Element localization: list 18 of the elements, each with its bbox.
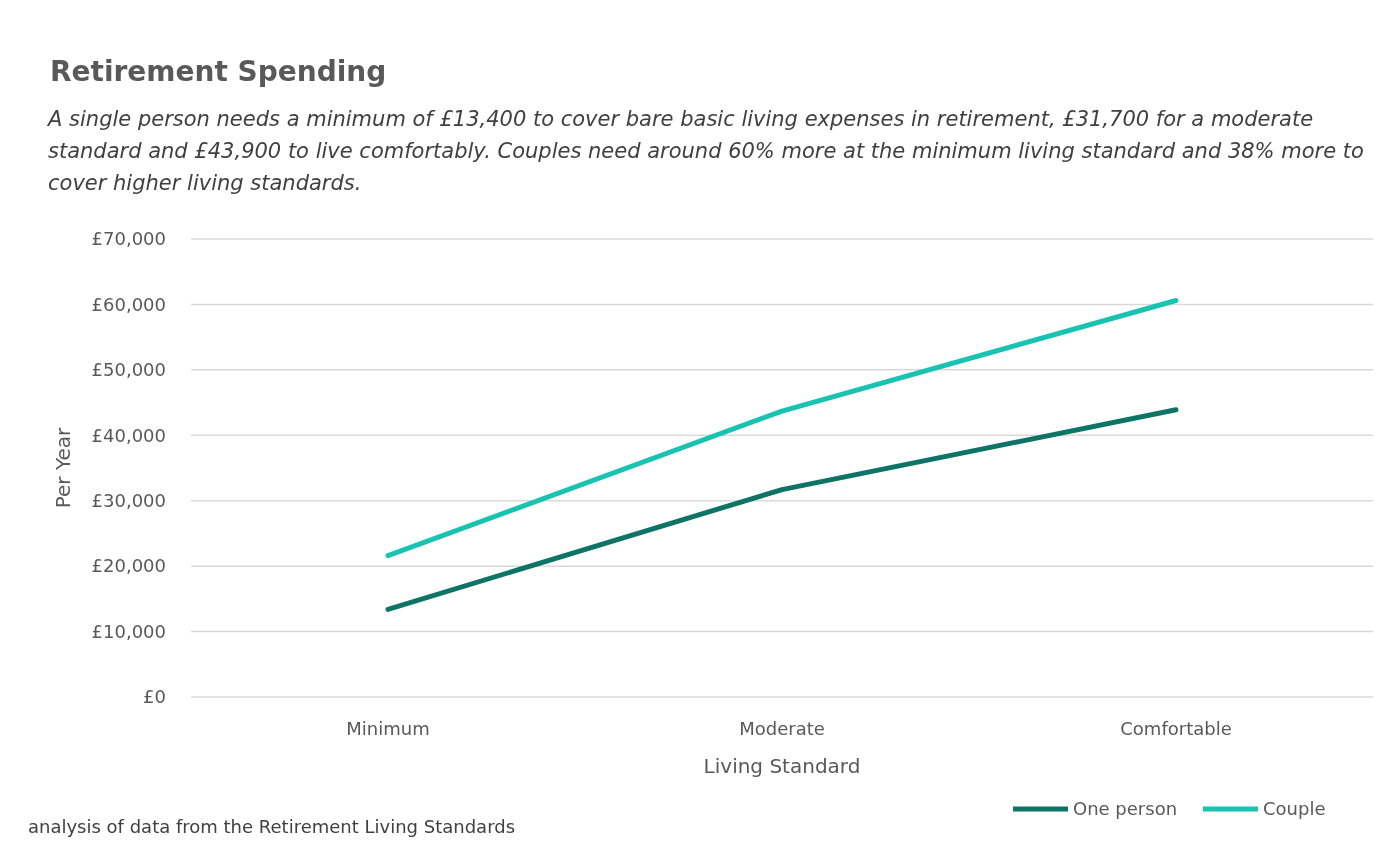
y-axis-title: Per Year <box>51 426 75 509</box>
x-tick-label: Minimum <box>346 718 430 739</box>
y-tick-label: £30,000 <box>91 490 166 512</box>
legend-label: Couple <box>1263 798 1326 820</box>
y-tick-label: £70,000 <box>91 228 166 250</box>
y-tick-label: £60,000 <box>91 293 166 315</box>
y-tick-label: £20,000 <box>91 555 166 577</box>
x-tick-label: Moderate <box>739 718 825 739</box>
x-axis-title: Living Standard <box>703 754 861 778</box>
y-tick-label: £50,000 <box>91 359 166 381</box>
chart-title: Retirement Spending <box>50 55 387 88</box>
y-tick-label: £10,000 <box>91 620 166 642</box>
text: analysis of data from the Retirement Living Standards <box>28 816 516 837</box>
legend-label: One person <box>1073 798 1178 820</box>
chart-subtitle: A single person needs a minimum of £13,400 to cover bare basic living expenses in retirement, £31,700 for a moderate standard and £43,900 to live comfortably. Couples need around 60% more at the minimum living standard and 38% more to cover higher living standards. <box>46 107 1364 195</box>
x-tick-label: Comfortable <box>1120 718 1232 739</box>
y-tick-label: £40,000 <box>91 424 166 446</box>
y-tick-label: £0 <box>143 686 166 708</box>
